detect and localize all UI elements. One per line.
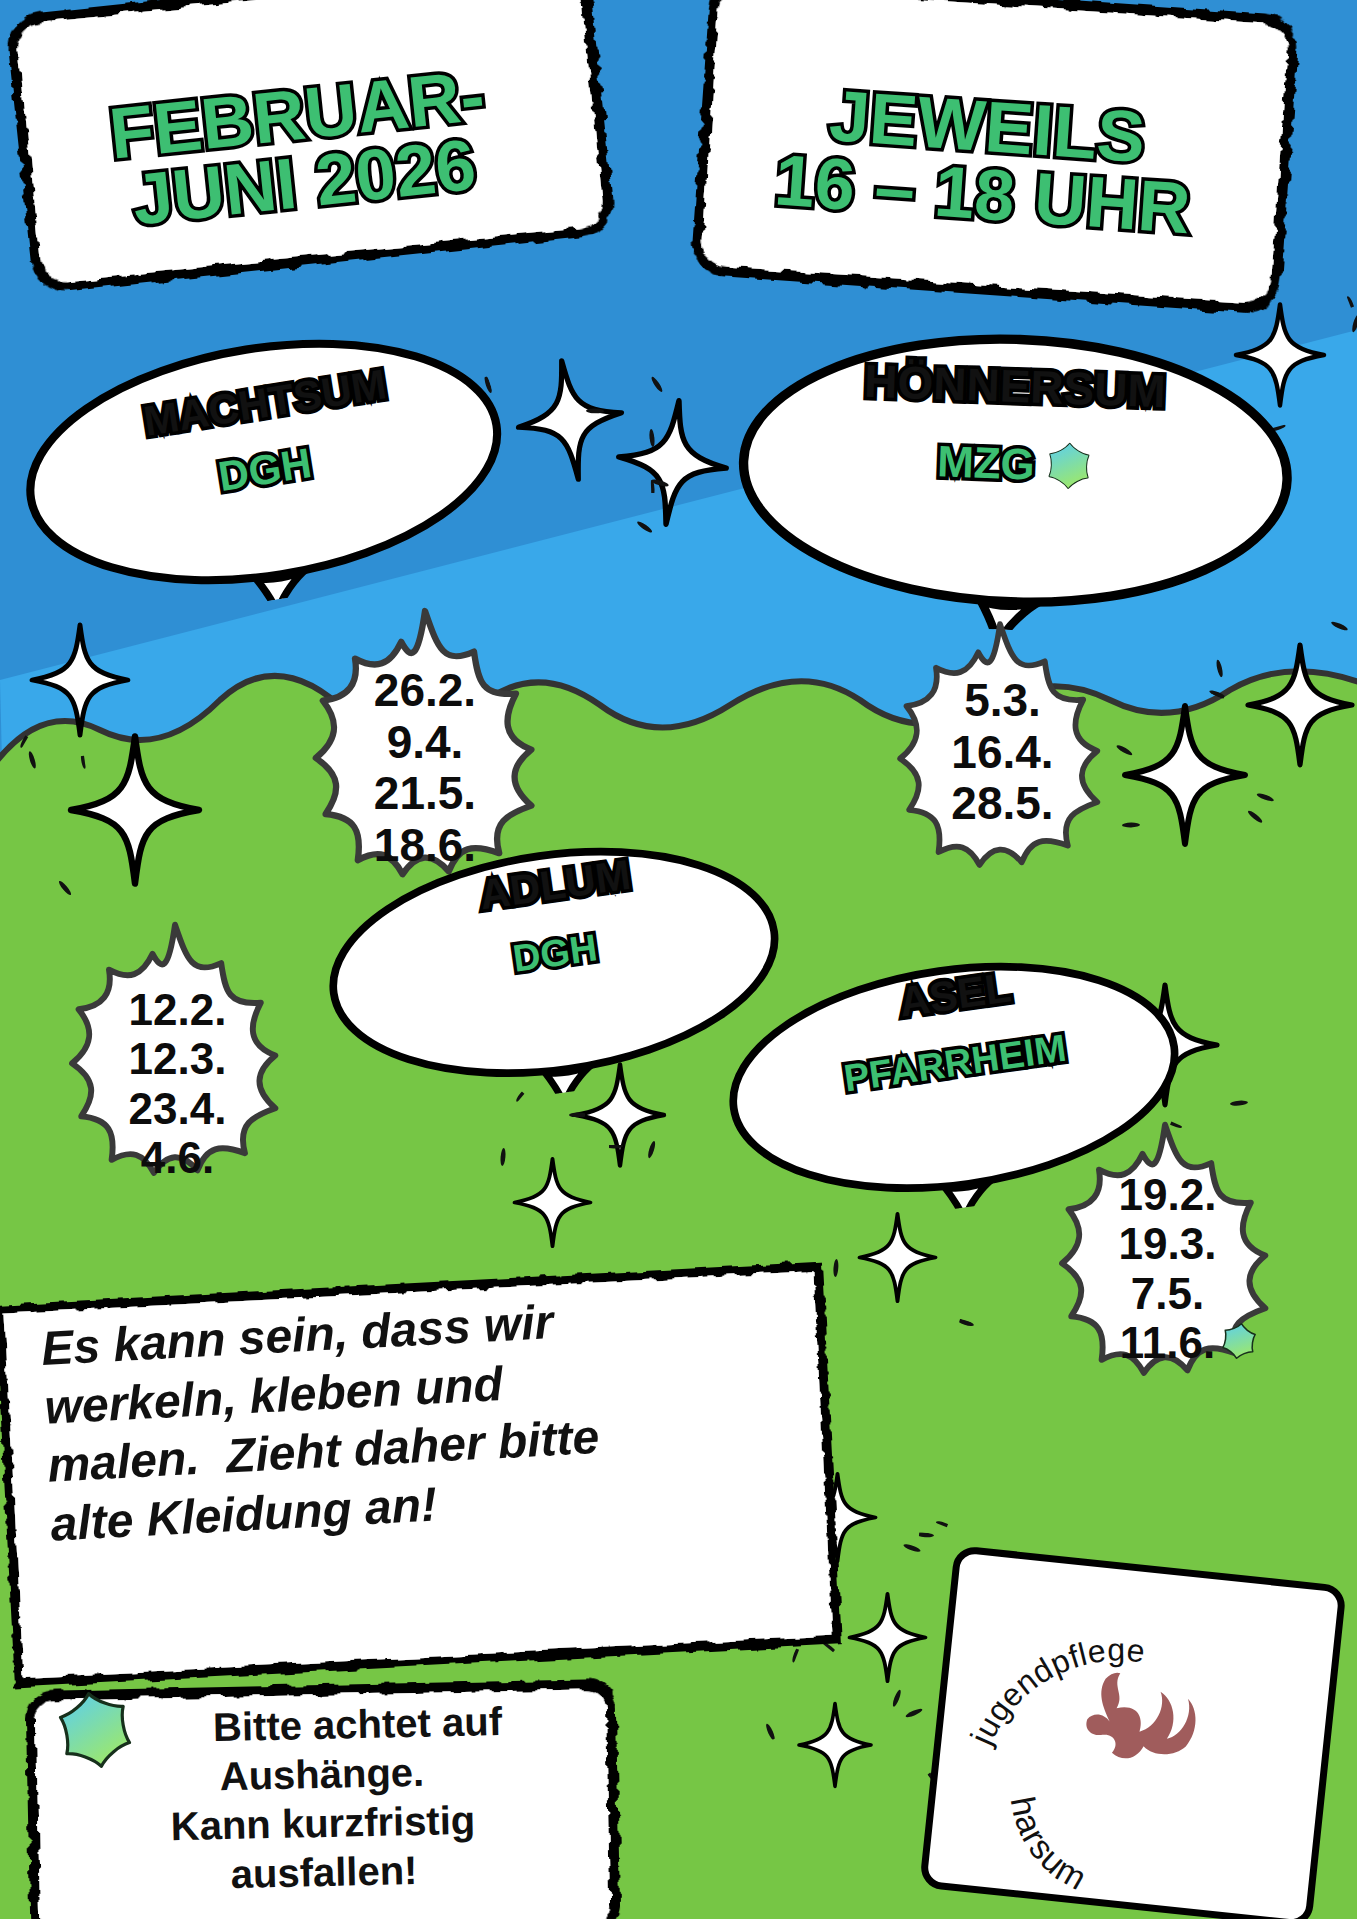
svg-text:harsum: harsum <box>994 1790 1100 1899</box>
